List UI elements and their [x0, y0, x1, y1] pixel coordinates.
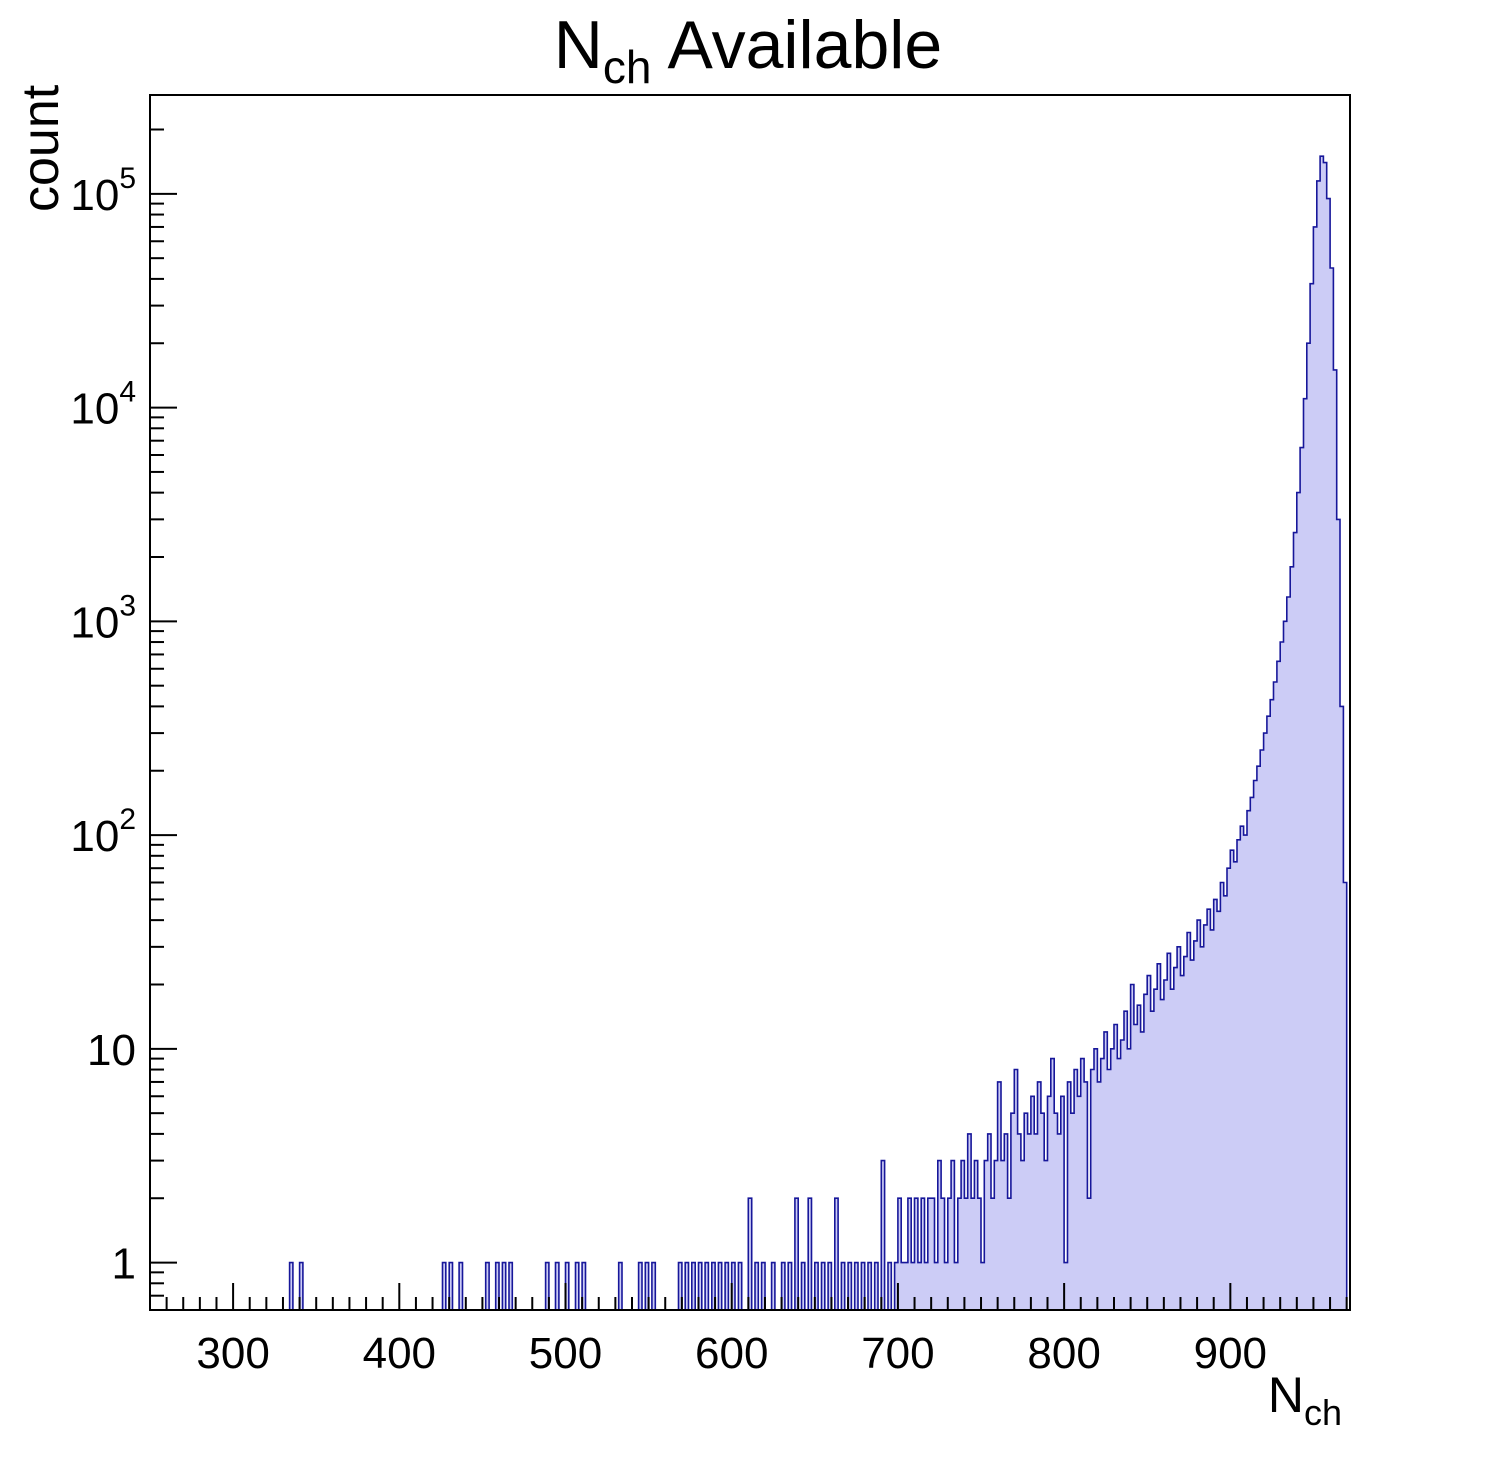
- axis-ticks: [149, 128, 1348, 1311]
- x-tick-label: 900: [1194, 1329, 1267, 1378]
- x-tick-label: 700: [861, 1329, 934, 1378]
- y-tick-label: 105: [70, 162, 136, 220]
- x-tick-label: 300: [196, 1329, 269, 1378]
- y-tick-label: 1: [112, 1240, 136, 1289]
- y-tick-label: 104: [70, 376, 136, 434]
- x-axis-title-sub: ch: [1304, 1392, 1342, 1433]
- x-tick-label: 600: [695, 1329, 768, 1378]
- x-tick-label: 800: [1027, 1329, 1100, 1378]
- x-axis-title: Nch: [1268, 1367, 1342, 1433]
- y-tick-label: 10: [87, 1026, 136, 1075]
- y-tick-label: 102: [70, 803, 136, 861]
- x-tick-label: 400: [363, 1329, 436, 1378]
- x-axis-title-main: N: [1268, 1367, 1304, 1423]
- y-tick-label: 103: [70, 589, 136, 647]
- histogram-series: [150, 155, 1350, 1311]
- y-axis-title: count: [12, 84, 70, 212]
- plot-frame: [149, 94, 1351, 1311]
- chart-title-rest: Available: [667, 7, 942, 83]
- chart-title-main: N: [554, 7, 603, 83]
- chart-title-sub: ch: [603, 41, 652, 93]
- x-tick-label: 500: [529, 1329, 602, 1378]
- chart-title: Nch Available: [554, 7, 942, 93]
- tick-labels: 300 400 500 600 700 800 900 1 10 102 103 104 105: [70, 162, 1267, 1378]
- chart-generated-layer: 300 400 500 600 700 800 900 1 10 102 103 104 105: [70, 94, 1351, 1378]
